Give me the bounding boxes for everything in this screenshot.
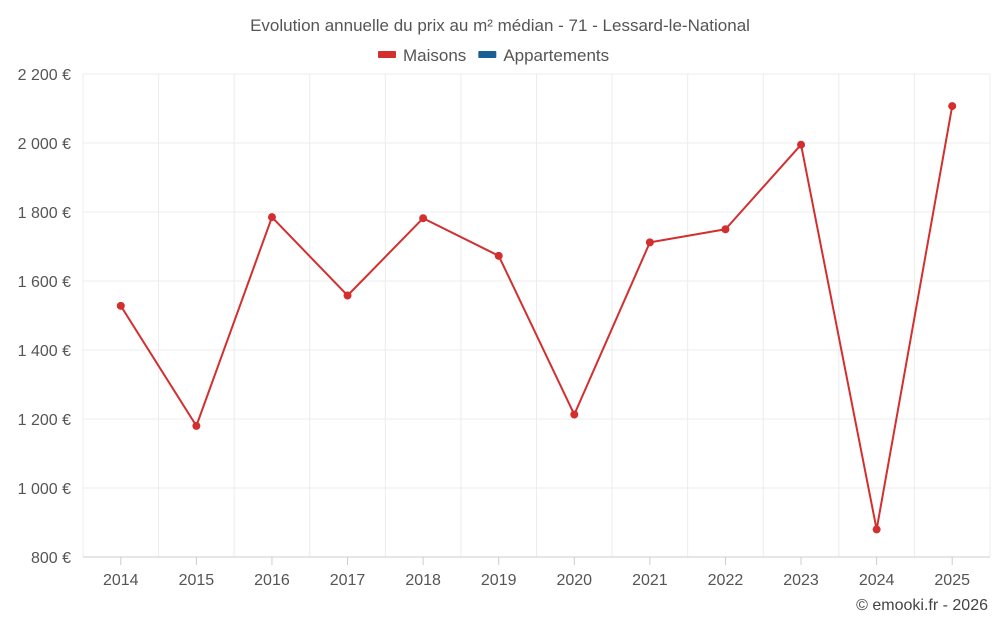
- y-tick-label: 1 600 €: [18, 274, 71, 291]
- data-point: [343, 291, 352, 300]
- data-point: [494, 251, 503, 260]
- data-point: [192, 421, 201, 430]
- data-point: [267, 213, 276, 222]
- x-tick-label: 2016: [254, 572, 290, 589]
- x-tick-label: 2024: [859, 572, 895, 589]
- x-tick-label: 2017: [330, 572, 366, 589]
- data-point: [116, 301, 125, 310]
- series-line-maisons: [119, 105, 954, 531]
- axes: 800 € 1 000 € 1 200 € 1 400 € 1 600 € 1 800 €…: [18, 67, 990, 589]
- data-point: [721, 225, 730, 234]
- x-tick-label: 2021: [632, 572, 668, 589]
- data-point: [872, 525, 881, 534]
- x-tick-label: 2022: [708, 572, 744, 589]
- series: [116, 102, 957, 534]
- x-tick-label: 2019: [481, 572, 517, 589]
- y-tick-label: 1 000 €: [18, 481, 71, 498]
- data-point: [645, 238, 654, 247]
- data-point: [797, 140, 806, 149]
- data-point: [570, 410, 579, 419]
- y-tick-label: 1 800 €: [18, 205, 71, 222]
- x-tick-label: 2023: [783, 572, 819, 589]
- data-point: [948, 102, 957, 111]
- legend-swatch-maisons: [378, 51, 396, 58]
- x-tick-label: 2020: [556, 572, 592, 589]
- data-point: [419, 214, 428, 223]
- legend-label-appartements: Appartements: [503, 46, 609, 65]
- credit-text: © emooki.fr - 2026: [856, 597, 988, 614]
- x-tick-label: 2015: [179, 572, 215, 589]
- legend: Maisons Appartements: [378, 46, 609, 65]
- x-tick-label: 2014: [103, 572, 139, 589]
- x-tick-label: 2025: [934, 572, 970, 589]
- grid: [82, 73, 991, 557]
- legend-label-maisons: Maisons: [403, 46, 466, 65]
- chart-title: Evolution annuelle du prix au m² médian …: [250, 16, 750, 35]
- y-tick-label: 2 000 €: [18, 136, 71, 153]
- y-tick-label: 1 200 €: [18, 412, 71, 429]
- y-tick-label: 2 200 €: [18, 67, 71, 84]
- y-tick-label: 800 €: [31, 550, 71, 567]
- legend-swatch-appartements: [478, 51, 497, 58]
- x-tick-label: 2018: [405, 572, 441, 589]
- y-tick-label: 1 400 €: [18, 343, 71, 360]
